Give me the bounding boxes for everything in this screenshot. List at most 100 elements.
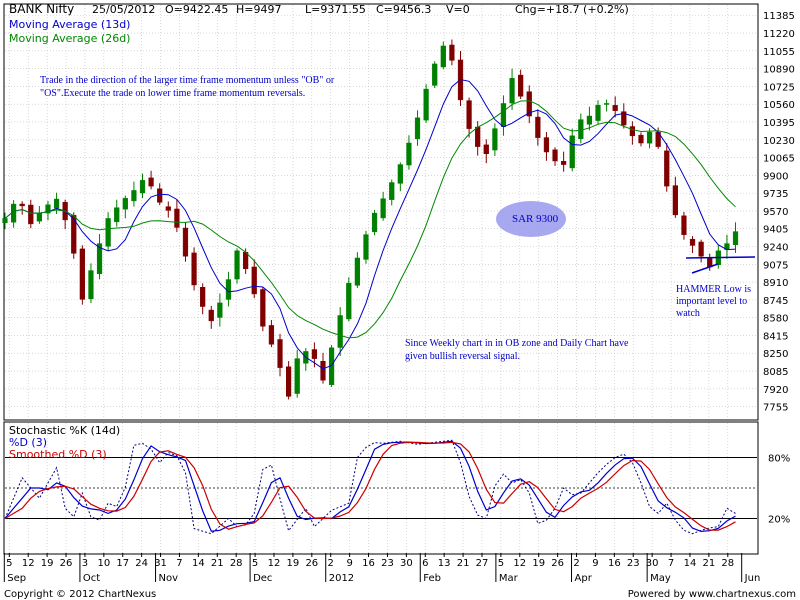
candle-body: [509, 78, 515, 104]
date-label: 25/05/2012: [92, 3, 155, 16]
x-tick-label: 12: [268, 558, 281, 569]
candle-body: [440, 45, 446, 68]
x-tick-label: 24: [135, 558, 148, 569]
candle-body: [208, 309, 214, 322]
x-tick-label: 7: [668, 558, 674, 569]
series-smoothed-d-line: [4, 441, 736, 531]
price-tick-label: 7920: [763, 385, 788, 396]
price-tick-label: 8910: [763, 278, 788, 289]
legend-ma26: Moving Average (26d): [9, 32, 130, 45]
x-tick-label: 28: [721, 558, 734, 569]
x-tick-label: 27: [476, 558, 489, 569]
candle-body: [139, 180, 146, 194]
price-tick-label: 9570: [763, 207, 788, 218]
annotation-sar: SAR 9300: [512, 213, 559, 225]
price-tick-label: 8745: [763, 296, 788, 307]
x-tick-label: 17: [116, 558, 129, 569]
candle-body: [354, 257, 360, 286]
x-tick-label: 13: [438, 558, 451, 569]
candle-body: [346, 282, 352, 320]
candle-body: [380, 198, 386, 219]
candle-body: [621, 111, 627, 126]
month-label: Jun: [744, 573, 761, 584]
x-tick-label: 30: [646, 558, 659, 569]
candle-body: [672, 185, 678, 216]
candle-body: [234, 250, 240, 280]
x-tick-label: 28: [230, 558, 243, 569]
price-tick-label: 8415: [763, 331, 788, 342]
x-tick-label: 2: [573, 558, 579, 569]
candle-body: [414, 117, 421, 140]
price-axis: 11385 11220 11055 10890 10725 10560 10395 10230…: [763, 11, 795, 413]
x-tick-label: 26: [551, 558, 564, 569]
candle-body: [148, 177, 154, 187]
month-label: Feb: [423, 573, 441, 584]
candle-body: [200, 286, 206, 307]
candle-body: [389, 182, 395, 200]
month-label: Dec: [253, 573, 272, 584]
x-tick-label: 19: [287, 558, 300, 569]
price-tick-label: 9405: [763, 225, 788, 236]
candle-body: [552, 149, 558, 162]
x-tick-label: 23: [627, 558, 640, 569]
candle-body: [191, 252, 197, 286]
x-tick-label: 21: [211, 558, 224, 569]
x-tick-label: 19: [532, 558, 545, 569]
x-tick-label: 3: [82, 558, 88, 569]
candle-body: [53, 198, 60, 209]
month-label: Sep: [7, 573, 26, 584]
stochastic-panel-frame: [3, 421, 759, 555]
candle-body: [432, 63, 438, 86]
x-tick-label: 12: [22, 558, 35, 569]
candle-body: [182, 227, 189, 257]
hammer-support-line: [685, 256, 756, 259]
candle-body: [595, 105, 601, 121]
candle-body: [449, 44, 455, 61]
symbol-label: BANK Nifty: [9, 2, 74, 16]
stochastic-ref-label: 20%: [768, 514, 790, 525]
x-tick-label: 21: [457, 558, 470, 569]
legend-ma13: Moving Average (13d): [9, 18, 130, 31]
candle-body: [243, 251, 249, 270]
x-tick-label: 23: [381, 558, 394, 569]
candle-body: [371, 212, 378, 233]
price-tick-label: 10890: [763, 65, 795, 76]
price-tick-label: 9075: [763, 260, 788, 271]
candle-body: [36, 212, 42, 222]
candle-body: [732, 231, 739, 246]
change-label: Chg=+18.7 (+0.2%): [515, 3, 629, 16]
candle-body: [500, 103, 507, 127]
stochastic-panel: 80% 20% Stochastic %K (14d) %D (3) Smooth…: [3, 421, 790, 555]
candle-body: [561, 161, 567, 165]
price-panel: 11385 11220 11055 10890 10725 10560 10395 10230…: [2, 3, 795, 421]
header-bar: BANK Nifty 25/05/2012 O=9422.45 H=9497 L…: [9, 2, 629, 16]
low-label: L=9371.55: [305, 3, 366, 16]
candle-body: [578, 119, 584, 139]
annotation-weekly-note-box: Since Weekly chart in in OB zone and Dai…: [405, 338, 628, 362]
annotation-hammer-note: HAMMER Low is important level to watch: [676, 284, 752, 319]
candle-body: [518, 74, 524, 97]
candle-body: [466, 100, 472, 129]
price-tick-label: 10395: [763, 118, 795, 129]
candle-body: [122, 198, 128, 210]
candle-body: [260, 289, 266, 327]
candle-body: [114, 207, 120, 223]
stochastic-ref-label: 80%: [768, 454, 790, 465]
price-tick-label: 10560: [763, 100, 795, 111]
open-label: O=9422.45: [165, 3, 228, 16]
legend-smoothed-d: Smoothed %D (3): [9, 448, 107, 461]
close-label: C=9456.3: [376, 3, 431, 16]
price-panel-frame: [3, 3, 759, 421]
price-tick-label: 7755: [763, 403, 788, 414]
candle-body: [698, 241, 704, 257]
x-tick-label: 12: [513, 558, 526, 569]
candle-body: [337, 315, 343, 348]
candle-body: [543, 137, 550, 153]
price-tick-label: 11220: [763, 29, 795, 40]
candle-body: [483, 144, 489, 155]
candle-body: [689, 238, 696, 246]
price-tick-label: 8085: [763, 367, 788, 378]
candlesticks: [2, 39, 739, 400]
price-tick-label: 9900: [763, 171, 788, 182]
